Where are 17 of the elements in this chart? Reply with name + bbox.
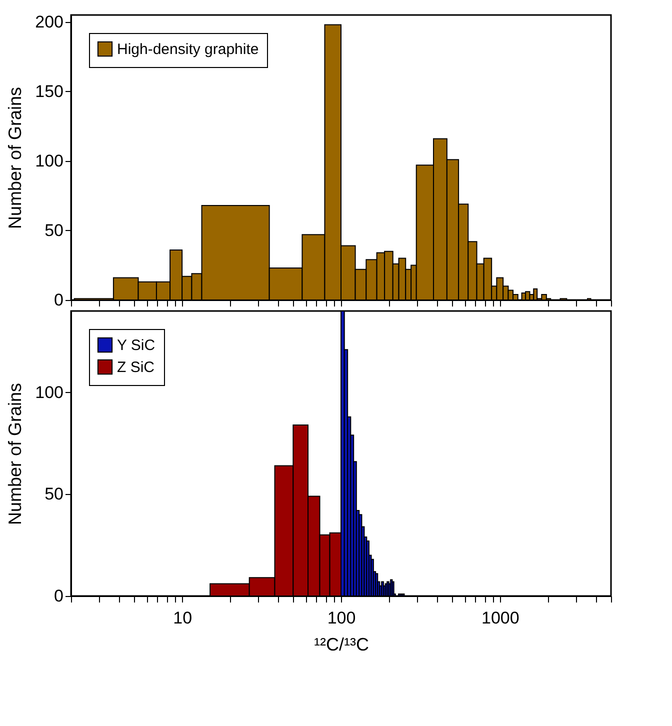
legend-label: Z SiC — [117, 359, 155, 376]
x-axis-title: ¹²C/¹³C — [314, 634, 369, 654]
y-tick-label: 0 — [54, 586, 64, 606]
x-tick-label: 100 — [327, 608, 356, 628]
y-tick-label: 150 — [35, 82, 64, 101]
y-axis-title: Number of Grains — [5, 382, 26, 526]
x-tick-label: 10 — [173, 608, 192, 628]
y-tick-label: 50 — [44, 484, 64, 504]
y-tick-label: 100 — [35, 151, 64, 170]
legend-label: Y SiC — [117, 337, 156, 354]
x-tick-label: 1000 — [482, 608, 520, 628]
y-tick-label: 200 — [35, 12, 64, 32]
y-tick-label: 100 — [35, 382, 64, 402]
legend-label: High-density graphite — [117, 41, 259, 58]
y-tick-label: 50 — [44, 220, 64, 240]
y-axis-title: Number of Grains — [5, 86, 26, 230]
y-tick-label: 0 — [54, 290, 64, 310]
